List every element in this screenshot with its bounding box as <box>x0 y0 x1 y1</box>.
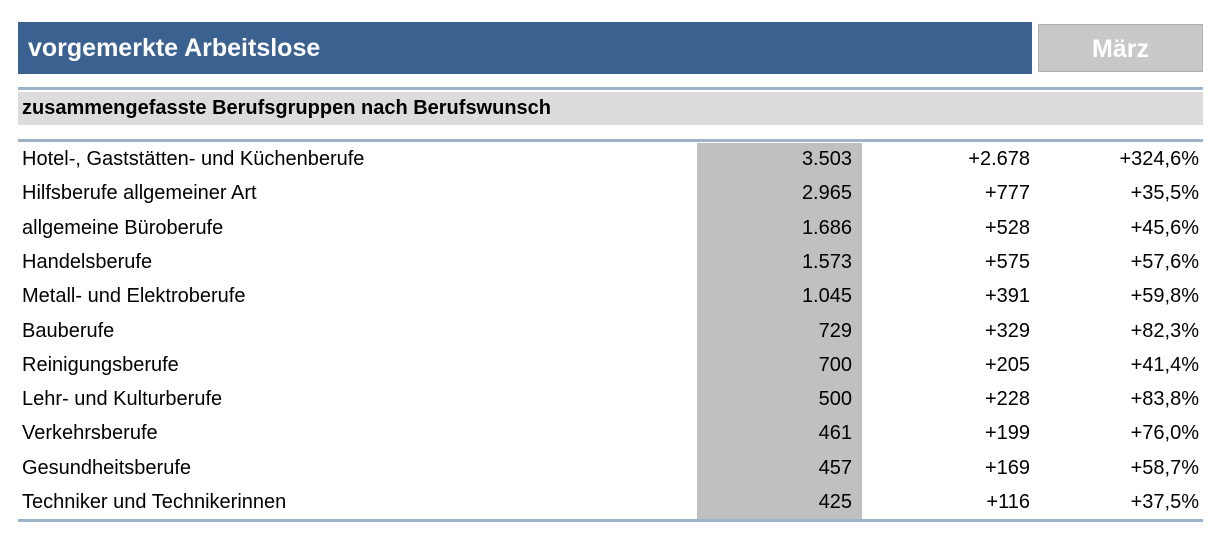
count: 1.045 <box>801 285 852 308</box>
count: 457 <box>818 456 852 479</box>
change: +228 <box>984 388 1030 411</box>
change-percent: +59,8% <box>1130 285 1199 308</box>
change-percent: +58,7% <box>1130 456 1199 479</box>
rule <box>18 519 1203 522</box>
change-percent: +76,0% <box>1130 422 1199 445</box>
change: +169 <box>984 456 1030 479</box>
change-percent: +37,5% <box>1130 491 1199 513</box>
change: +116 <box>986 491 1030 513</box>
change-percent: +41,4% <box>1130 353 1199 376</box>
change: +2.678 <box>968 148 1030 170</box>
rule <box>18 87 1203 90</box>
occupation: Lehr- und Kulturberufe <box>22 388 223 411</box>
change-percent: +82,3% <box>1130 319 1199 342</box>
month: März <box>1038 24 1203 72</box>
occupation: Verkehrsberufe <box>22 422 158 445</box>
change: +777 <box>984 182 1030 205</box>
occupation: Hotel-, Gaststätten- und Küchenberufe <box>22 148 365 170</box>
count: 461 <box>818 422 852 445</box>
count: 3.503 <box>801 148 852 170</box>
highlight-column <box>697 143 862 520</box>
change-percent: +45,6% <box>1130 216 1199 239</box>
occupation: Hilfsberufe allgemeiner Art <box>22 182 257 205</box>
rule <box>18 139 1203 142</box>
count: 500 <box>818 388 852 411</box>
count: 729 <box>818 319 852 342</box>
occupation: Metall- und Elektroberufe <box>22 285 246 308</box>
change-percent: +57,6% <box>1130 250 1199 273</box>
count: 1.686 <box>801 216 852 239</box>
count: 425 <box>818 491 852 513</box>
change: +329 <box>984 319 1030 342</box>
subtitle-band <box>18 92 1203 125</box>
occupation: Bauberufe <box>22 319 115 342</box>
occupation: Handelsberufe <box>22 250 153 273</box>
change-percent: +35,5% <box>1130 182 1199 205</box>
title: vorgemerkte Arbeitslose <box>28 34 321 62</box>
change: +205 <box>984 353 1030 376</box>
change: +575 <box>984 250 1030 273</box>
occupation: Reinigungsberufe <box>22 353 179 376</box>
change-percent: +83,8% <box>1130 388 1199 411</box>
change: +391 <box>984 285 1030 308</box>
occupation: Techniker und Technikerinnen <box>22 491 287 513</box>
change: +528 <box>984 216 1030 239</box>
change-percent: +324,6% <box>1119 148 1199 170</box>
change: +199 <box>984 422 1030 445</box>
occupation: Gesundheitsberufe <box>22 456 192 479</box>
count: 700 <box>818 353 852 376</box>
subtitle: zusammengefasste Berufsgruppen nach Beru… <box>22 97 552 119</box>
count: 1.573 <box>801 250 852 273</box>
occupation: allgemeine Büroberufe <box>22 216 224 239</box>
count: 2.965 <box>801 182 852 205</box>
title-bar <box>18 22 1032 74</box>
